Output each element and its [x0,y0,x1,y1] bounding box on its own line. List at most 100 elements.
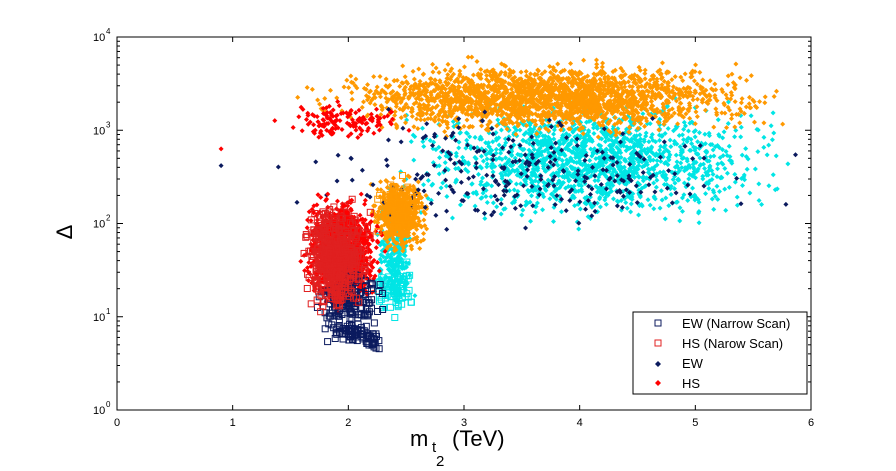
point-extra-4 [618,154,624,160]
point-extra-4 [545,134,551,140]
point-extra-4 [603,125,609,131]
point-extra-4 [770,172,776,178]
point-extra-4 [711,153,717,159]
point-extra-4 [720,147,726,153]
point-extra-4 [661,182,667,188]
point-extra-4 [696,130,702,136]
point-extra-4 [585,214,591,220]
point-extra-4 [715,161,721,167]
point-extra-5 [461,64,467,70]
point-extra-4 [654,177,660,183]
point-extra-4 [597,196,603,202]
point-extra-4 [629,169,635,175]
point-extra-5 [642,76,648,82]
point-extra-5 [548,69,554,75]
point-extra-4 [526,127,532,133]
point-extra-5 [725,82,731,88]
point-extra-5 [673,98,679,104]
point-extra-4 [582,200,588,206]
point-extra-4 [645,166,651,172]
point-extra-4 [498,196,504,202]
point-extra-4 [690,161,696,167]
point-extra-4 [715,166,721,172]
point-extra-4 [519,164,525,170]
point-extra-4 [648,134,654,140]
point-extra-4 [540,133,546,139]
point-extra-4 [609,171,615,177]
point-extra-4 [511,199,517,205]
point-extra-4 [650,157,656,163]
point-extra-4 [688,136,694,142]
point-extra-4 [687,164,693,170]
point-extra-4 [690,185,696,191]
point-extra-4 [596,142,602,148]
point-extra-4 [641,137,647,143]
point-extra-4 [438,185,444,191]
point-extra-4 [677,205,683,211]
point-extra-4 [637,132,643,138]
point-extra-4 [541,194,547,200]
point-extra-4 [578,187,584,193]
point-extra-5 [648,95,654,101]
point-extra-4 [529,170,535,176]
point-extra-4 [685,198,691,204]
point-extra-4 [684,139,690,145]
point-extra-4 [702,165,708,171]
point-extra-5 [394,77,400,83]
point-extra-4 [654,158,660,164]
point-extra-4 [709,168,715,174]
point-extra-4 [727,154,733,160]
point-extra-5 [722,110,728,116]
point-extra-4 [710,147,716,153]
point-extra-4 [528,193,534,199]
point-extra-4 [551,136,557,142]
point-extra-4 [696,220,702,226]
point-extra-4 [579,162,585,168]
point-extra-4 [508,162,514,168]
point-extra-4 [591,122,597,128]
point-extra-4 [624,205,630,211]
point-extra-4 [640,111,646,117]
point-extra-4 [744,166,750,172]
point-extra-4 [488,194,494,200]
point-extra-5 [363,86,369,92]
point-extra-4 [756,198,762,204]
point-extra-4 [726,184,732,190]
point-extra-4 [478,165,484,171]
point-extra-4 [556,151,562,157]
point-extra-4 [759,201,765,207]
point-extra-4 [681,180,687,186]
point-extra-4 [533,174,539,180]
point-extra-4 [565,147,571,153]
point-extra-4 [570,193,576,199]
point-extra-4 [634,156,640,162]
point-extra-4 [506,169,512,175]
point-extra-5 [733,61,739,67]
point-extra-4 [625,146,631,152]
point-extra-4 [676,133,682,139]
point-extra-4 [578,183,584,189]
point-extra-4 [498,127,504,133]
point-extra-4 [509,153,515,159]
point-extra-5 [672,74,678,80]
point-extra-4 [738,134,744,140]
point-extra-4 [734,202,740,208]
point-extra-4 [756,181,762,187]
point-extra-4 [556,139,562,145]
point-extra-5 [743,104,749,110]
point-extra-5 [315,97,321,103]
point-extra-5 [780,121,786,127]
point-extra-4 [575,133,581,139]
point-extra-4 [523,129,529,135]
point-extra-5 [702,107,708,113]
point-extra-4 [567,158,573,164]
point-extra-4 [483,193,489,199]
point-extra-4 [709,177,715,183]
point-extra-4 [410,132,416,138]
point-extra-5 [737,120,743,126]
point-extra-4 [479,136,485,142]
point-extra-4 [610,196,616,202]
point-extra-4 [670,176,676,182]
point-extra-4 [706,130,712,136]
point-extra-4 [652,196,658,202]
